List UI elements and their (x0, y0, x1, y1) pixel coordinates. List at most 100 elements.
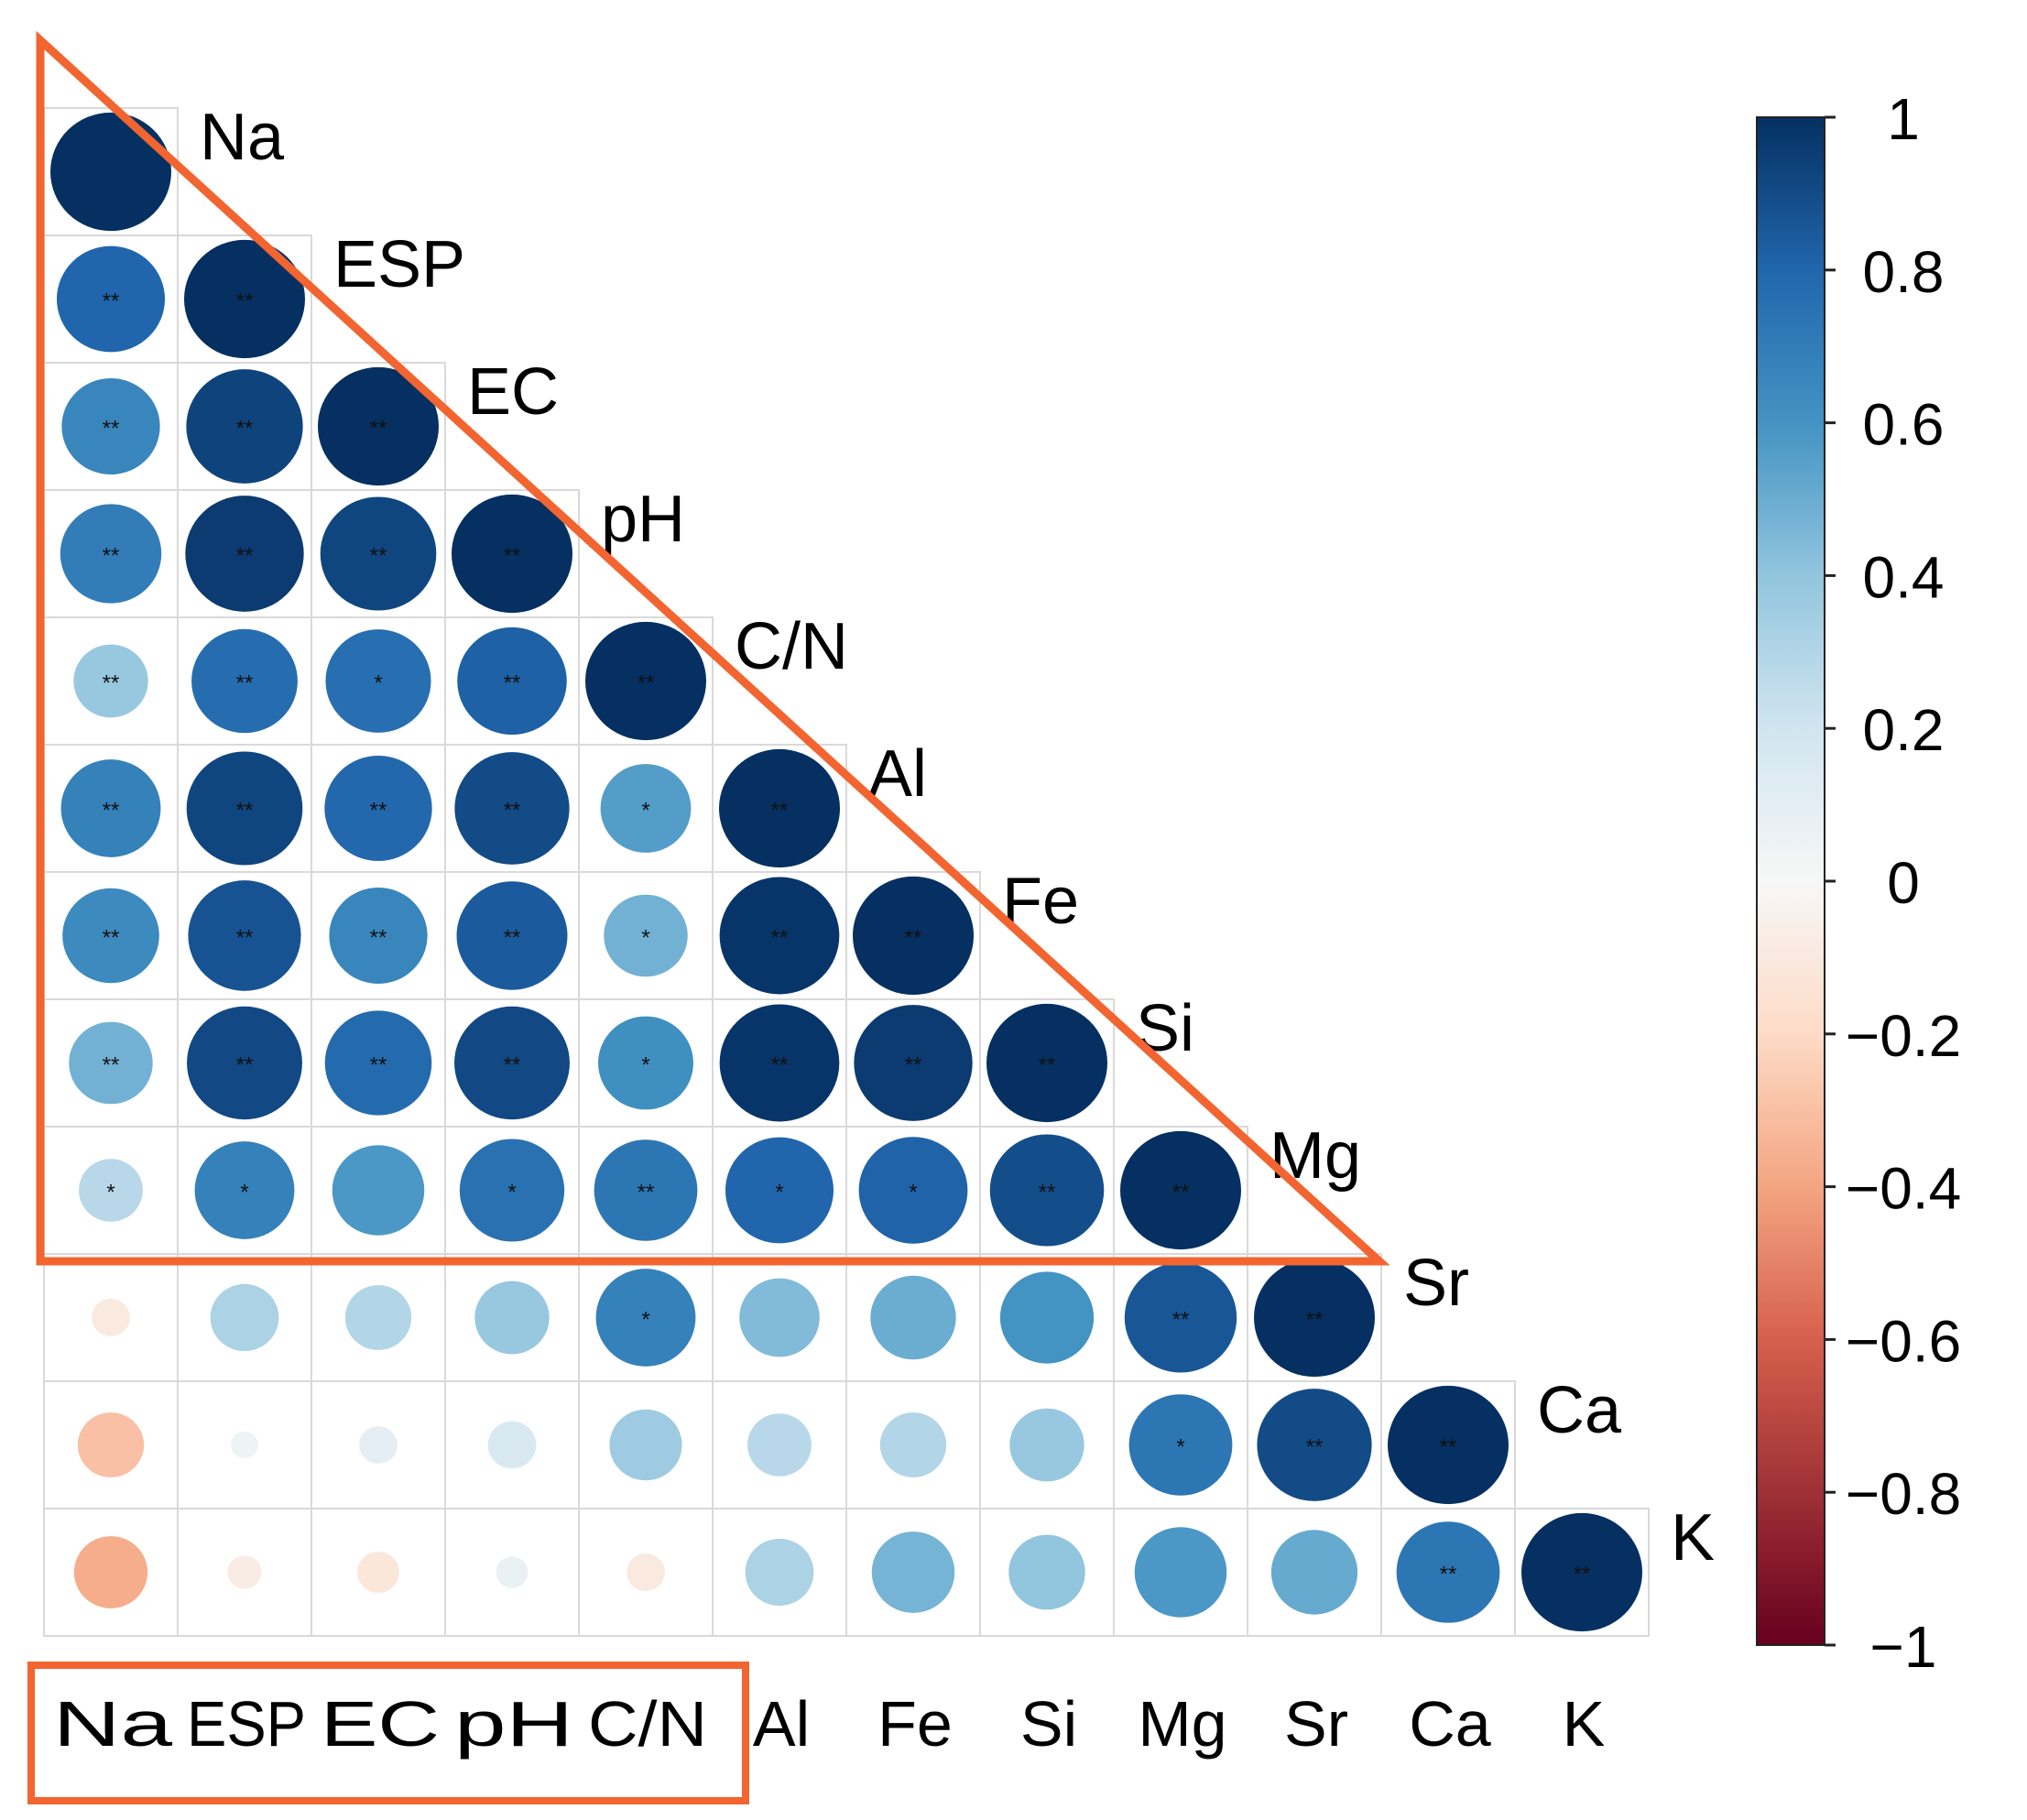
significance-mg-fe: * (909, 1181, 917, 1205)
significance-c-n-c-n: ** (638, 671, 655, 696)
diag-label-ph: pH (601, 483, 685, 556)
significance-ph-esp: ** (236, 544, 254, 569)
bottom-label-sr: Sr (1284, 1688, 1348, 1760)
significance-fe-ph: ** (504, 926, 521, 951)
bottom-axis-labels: Na ESP EC pH C/N Al Fe Si Mg Sr Ca K (53, 1688, 1605, 1760)
circle-si-esp (187, 1006, 302, 1120)
significance-ca-sr: ** (1306, 1435, 1324, 1460)
significance-al-esp: ** (236, 799, 254, 823)
diag-label-esp: ESP (333, 228, 465, 301)
circle-k-mg (1134, 1527, 1227, 1618)
diag-label-al: Al (868, 737, 927, 811)
significance-fe-c-n: * (641, 926, 649, 951)
colorbar: 1 0.8 0.6 0.4 0.2 0 −0.2 −0.4 −0.6 −0.8 −1 (1756, 86, 1961, 1680)
significance-al-ph: ** (504, 799, 521, 823)
circle-fe-al (719, 877, 840, 995)
colorbar-tick-label: 0.2 (1863, 697, 1945, 763)
diag-label-ca: Ca (1537, 1374, 1622, 1447)
diag-label-c-n: C/N (735, 610, 848, 683)
circle-si-ec (324, 1010, 432, 1116)
highlight-box (27, 1662, 749, 1804)
significance-sr-c-n: * (641, 1308, 649, 1333)
significance-si-esp: ** (236, 1053, 254, 1078)
circle-c-n-ec (325, 629, 431, 733)
circle-fe-c-n (604, 894, 688, 977)
significance-ca-mg: * (1176, 1435, 1184, 1460)
significance-mg-c-n: ** (638, 1181, 655, 1205)
circle-sr-na (92, 1299, 130, 1336)
circle-esp-esp (184, 239, 305, 359)
significance-fe-ec: ** (370, 926, 387, 951)
bottom-label-esp: ESP (187, 1688, 306, 1760)
circle-al-esp (186, 751, 303, 866)
significance-c-n-na: ** (103, 671, 120, 696)
circle-ca-ph (487, 1421, 537, 1469)
circle-ca-na (77, 1412, 145, 1477)
significance-al-na: ** (103, 799, 120, 823)
significance-c-n-esp: ** (236, 671, 254, 696)
circle-ph-ph (452, 494, 572, 614)
circle-si-si (986, 1003, 1107, 1123)
significance-sr-sr: ** (1306, 1308, 1324, 1333)
colorbar-tick-label: 0.4 (1863, 544, 1945, 610)
significance-ph-ec: ** (370, 544, 387, 569)
significance-al-c-n: * (641, 799, 649, 823)
circle-c-n-ph (457, 627, 567, 736)
bottom-label-k: K (1563, 1688, 1606, 1760)
significance-si-c-n: * (641, 1053, 649, 1078)
circle-ec-esp (186, 369, 303, 484)
significance-sr-mg: ** (1172, 1308, 1190, 1333)
circle-mg-ph (459, 1139, 565, 1242)
significance-ph-ph: ** (504, 544, 521, 569)
colorbar-tick-label: −0.4 (1846, 1156, 1961, 1222)
significance-mg-si: ** (1039, 1181, 1056, 1205)
colorbar-tick-label: 1 (1887, 86, 1920, 152)
circle-ca-ca (1388, 1385, 1509, 1505)
circle-fe-na (62, 888, 159, 984)
circle-mg-si (989, 1134, 1105, 1247)
circle-k-ph (496, 1556, 529, 1588)
bottom-label-c-n: C/N (588, 1688, 707, 1760)
bottom-label-fe: Fe (877, 1688, 953, 1760)
colorbar-tick-label: −0.2 (1846, 1003, 1961, 1069)
bottom-label-ph: pH (454, 1688, 573, 1760)
circle-ph-esp (185, 496, 304, 612)
significance-si-fe: ** (905, 1053, 922, 1078)
bottom-label-si: Si (1020, 1688, 1077, 1760)
circle-fe-fe (853, 876, 974, 996)
circle-sr-ec (344, 1285, 412, 1350)
significance-fe-na: ** (103, 926, 120, 951)
significance-ec-esp: ** (236, 417, 254, 441)
circle-k-k (1521, 1512, 1642, 1632)
bottom-label-al: Al (753, 1688, 810, 1760)
circle-k-al (745, 1538, 814, 1607)
significance-si-ph: ** (504, 1053, 521, 1078)
circle-ph-na (60, 504, 162, 604)
significance-si-al: ** (771, 1053, 789, 1078)
colorbar-tick-label: 0.8 (1863, 239, 1945, 305)
significance-si-na: ** (103, 1053, 120, 1078)
significance-esp-na: ** (103, 289, 120, 314)
significance-k-ca: ** (1440, 1563, 1457, 1587)
significance-mg-na: * (106, 1181, 114, 1205)
bottom-label-ca: Ca (1409, 1688, 1491, 1760)
circle-k-ec (357, 1552, 399, 1593)
colorbar-tick-label: −0.6 (1846, 1308, 1961, 1374)
highlight-annotations (27, 30, 1390, 1804)
circle-sr-ph (474, 1281, 550, 1355)
bottom-label-mg: Mg (1138, 1688, 1226, 1760)
circle-mg-esp (194, 1141, 295, 1239)
circle-ec-na (61, 377, 160, 475)
circle-sr-al (739, 1278, 820, 1357)
significance-fe-esp: ** (236, 926, 254, 951)
circle-al-ph (454, 752, 570, 865)
significance-mg-ph: * (507, 1181, 516, 1205)
colorbar-gradient (1756, 116, 1825, 1646)
circle-mg-mg (1120, 1130, 1241, 1250)
circle-k-fe (871, 1531, 955, 1613)
circle-sr-sr (1254, 1258, 1375, 1378)
circle-al-ec (324, 756, 432, 861)
circle-fe-ec (329, 887, 428, 985)
highlight-triangle (36, 30, 1390, 1266)
